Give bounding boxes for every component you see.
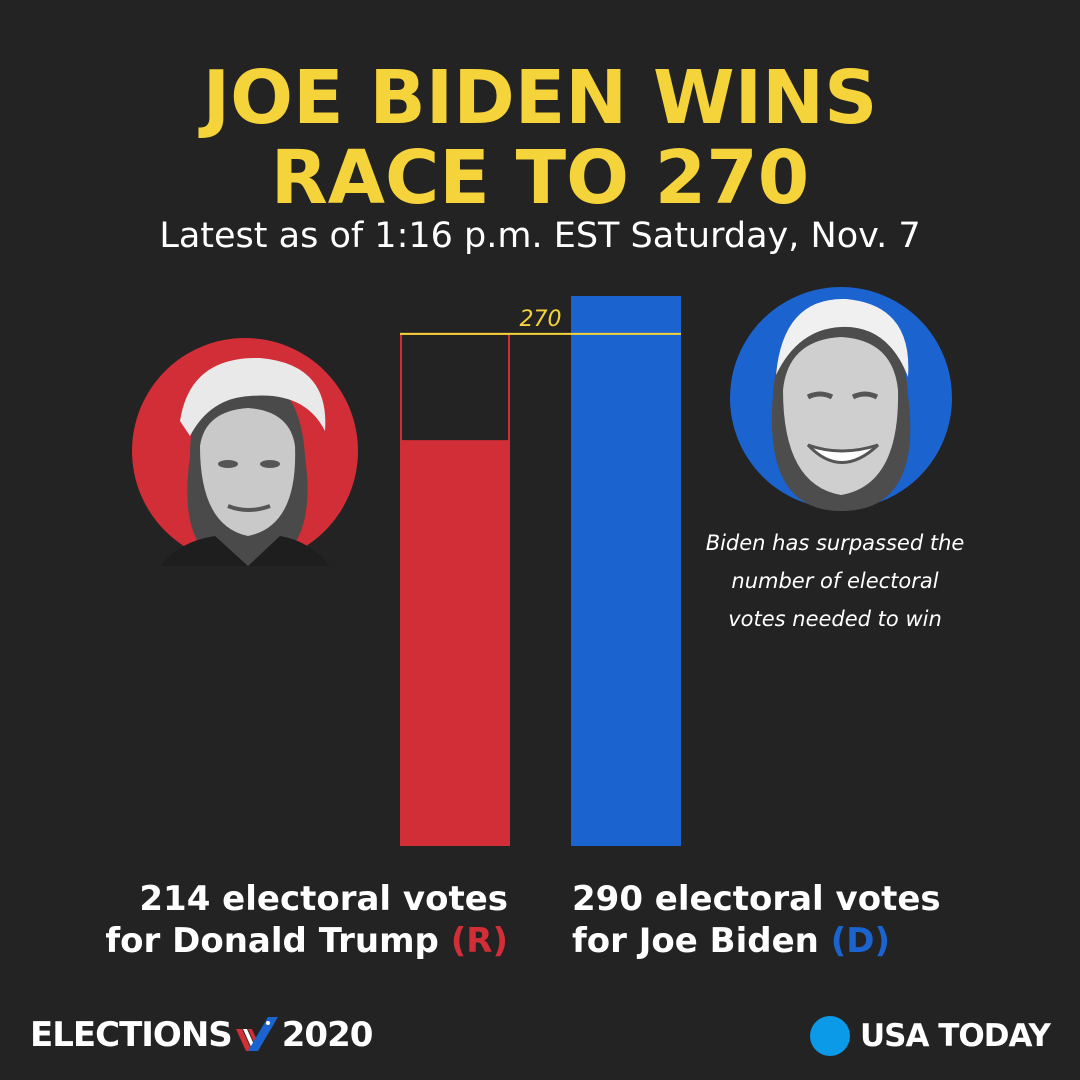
biden-caption-line-1: 290 electoral votes	[572, 879, 941, 919]
usa-today-logo: USA TODAY	[810, 1013, 1051, 1059]
biden-caption-line-2: for Joe Biden (D)	[572, 920, 941, 962]
party-d-label: (D)	[830, 921, 890, 961]
usa-today-brand: USA TODAY	[860, 1018, 1051, 1054]
checkmark-flag-icon	[235, 1017, 278, 1051]
trump-caption-line-1: 214 electoral votes	[139, 879, 508, 919]
elections-year: 2020	[281, 1015, 374, 1055]
biden-face-icon	[771, 298, 911, 511]
annotation-line-1: Biden has surpassed the	[705, 531, 965, 555]
bar-biden	[571, 296, 681, 846]
biden-name: for Joe Biden	[572, 921, 819, 961]
trump-caption-line-2: for Donald Trump (R)	[105, 920, 508, 962]
biden-portrait	[730, 287, 952, 511]
annotation-line-3: votes needed to win	[728, 607, 942, 631]
headline: JOE BIDEN WINS RACE TO 270	[0, 58, 1080, 218]
subtitle: Latest as of 1:16 p.m. EST Saturday, Nov…	[159, 216, 921, 256]
headline-line-2: RACE TO 270	[270, 135, 810, 221]
biden-caption: 290 electoral votes for Joe Biden (D)	[572, 878, 941, 962]
trump-caption: 214 electoral votes for Donald Trump (R)	[105, 878, 508, 962]
annotation: Biden has surpassed the number of electo…	[690, 524, 980, 638]
trump-name: for Donald Trump	[105, 921, 439, 961]
elections-2020-logo: ELECTIONS 2020	[30, 1010, 374, 1060]
headline-line-1: JOE BIDEN WINS	[202, 55, 878, 141]
annotation-line-2: number of electoral	[731, 569, 939, 593]
usa-today-dot-icon	[810, 1016, 850, 1056]
elections-label: ELECTIONS	[30, 1015, 233, 1055]
trump-face-icon	[160, 357, 330, 566]
party-r-label: (R)	[450, 921, 508, 961]
trump-portrait	[132, 338, 358, 566]
bar-trump	[400, 440, 510, 846]
threshold-label: 270	[520, 307, 562, 332]
